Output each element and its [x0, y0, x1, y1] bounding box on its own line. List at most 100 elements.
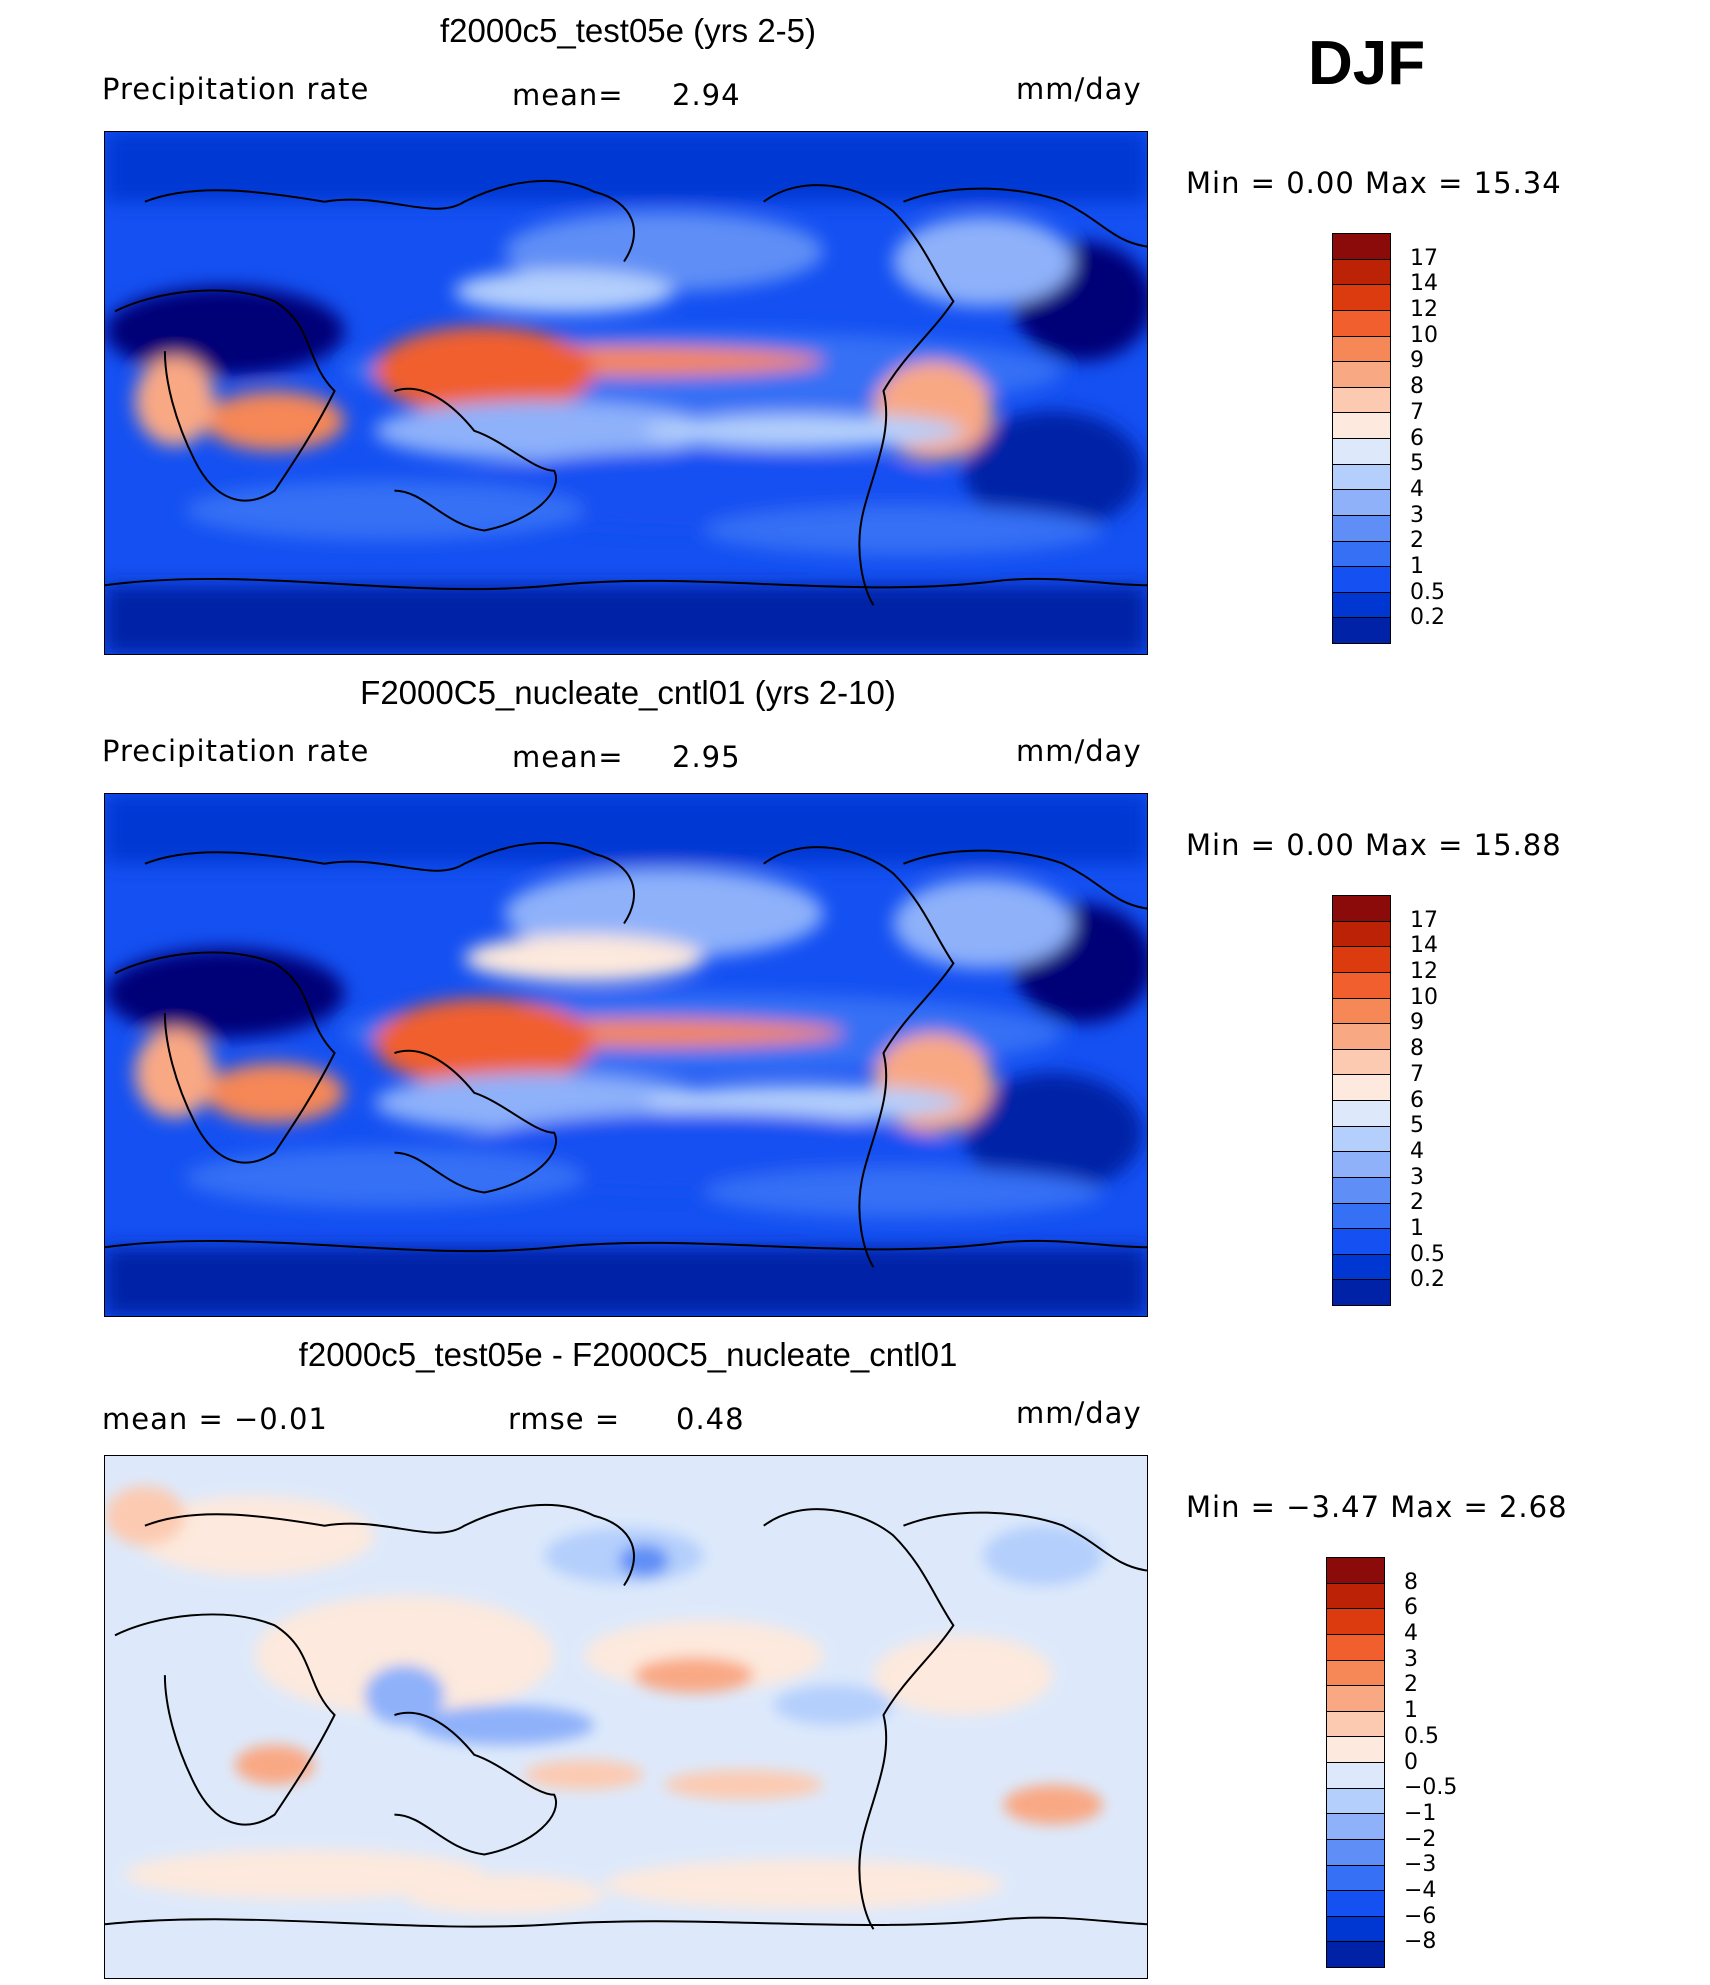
- panel3-units: mm/day: [1016, 1396, 1142, 1430]
- colorbar-box: [1333, 1254, 1390, 1281]
- colorbar-box: [1333, 1177, 1390, 1204]
- panel1-colorbar: [1332, 233, 1391, 644]
- panel2-variable-label: Precipitation rate: [102, 734, 370, 768]
- panel3-rmse-label: rmse =: [508, 1402, 621, 1436]
- colorbar-tick-label: 7: [1410, 1061, 1424, 1087]
- colorbar-box: [1333, 947, 1390, 973]
- colorbar-box: [1327, 1686, 1384, 1712]
- colorbar-tick-label: 14: [1410, 933, 1438, 959]
- colorbar-tick-label: 6: [1410, 1087, 1424, 1113]
- panel3-map: [104, 1455, 1148, 1979]
- colorbar-box: [1333, 1101, 1390, 1127]
- colorbar-tick-label: 9: [1410, 1010, 1424, 1036]
- colorbar-tick-label: 14: [1410, 271, 1438, 297]
- panel1-title: f2000c5_test05e (yrs 2-5): [439, 12, 817, 49]
- colorbar-box: [1327, 1660, 1384, 1687]
- panel1-minmax: Min = 0.00 Max = 15.34: [1186, 166, 1562, 200]
- colorbar-tick-label: 0.5: [1404, 1723, 1439, 1749]
- colorbar-tick-label: 6: [1404, 1595, 1418, 1621]
- panel1-variable-label: Precipitation rate: [102, 72, 370, 106]
- colorbar-box: [1333, 234, 1390, 260]
- colorbar-box: [1333, 336, 1390, 363]
- colorbar-tick-label: −1: [1404, 1800, 1437, 1826]
- colorbar-box: [1333, 921, 1390, 948]
- colorbar-box: [1333, 541, 1390, 568]
- panel2-mean-label: mean=: [512, 740, 624, 774]
- colorbar-box: [1327, 1788, 1384, 1815]
- colorbar-tick-label: 3: [1404, 1646, 1418, 1672]
- panel3-minmax: Min = −3.47 Max = 2.68: [1186, 1490, 1568, 1524]
- colorbar-tick-label: 12: [1410, 297, 1438, 323]
- colorbar-box: [1333, 567, 1390, 593]
- colorbar-box: [1327, 1942, 1384, 1967]
- colorbar-tick-label: 1: [1410, 1215, 1424, 1241]
- panel1-mean-label: mean=: [512, 78, 624, 112]
- panel3-mean-label: mean = −0.01: [102, 1402, 328, 1436]
- colorbar-tick-label: 3: [1410, 502, 1424, 528]
- panel2-mean-value: 2.95: [672, 740, 741, 774]
- colorbar-box: [1333, 515, 1390, 542]
- colorbar-tick-label: 0.5: [1410, 1241, 1445, 1267]
- colorbar-box: [1327, 1763, 1384, 1789]
- colorbar-tick-label: −3: [1404, 1852, 1437, 1878]
- colorbar-box: [1327, 1916, 1384, 1943]
- panel3-title: f2000c5_test05e - F2000C5_nucleate_cntl0…: [298, 1336, 958, 1373]
- colorbar-tick-label: 2: [1410, 1190, 1424, 1216]
- colorbar-box: [1327, 1737, 1384, 1763]
- colorbar-box: [1333, 490, 1390, 516]
- colorbar-box: [1333, 310, 1390, 337]
- colorbar-tick-label: 0.2: [1410, 1267, 1445, 1293]
- colorbar-tick-label: −0.5: [1404, 1775, 1458, 1801]
- colorbar-tick-label: 9: [1410, 348, 1424, 374]
- colorbar-box: [1333, 998, 1390, 1025]
- panel2-colorbar: [1332, 895, 1391, 1306]
- season-label: DJF: [1308, 29, 1426, 98]
- colorbar-box: [1327, 1711, 1384, 1738]
- colorbar-tick-label: 2: [1410, 528, 1424, 554]
- colorbar-box: [1333, 439, 1390, 465]
- colorbar-tick-label: 2: [1404, 1672, 1418, 1698]
- colorbar-box: [1333, 259, 1390, 286]
- panel2-title: F2000C5_nucleate_cntl01 (yrs 2-10): [360, 674, 896, 711]
- panel1-map: [104, 131, 1148, 655]
- colorbar-box: [1333, 592, 1390, 619]
- colorbar-box: [1333, 1229, 1390, 1255]
- colorbar-tick-label: 8: [1410, 1036, 1424, 1062]
- colorbar-tick-label: 1: [1404, 1698, 1418, 1724]
- panel2-minmax: Min = 0.00 Max = 15.88: [1186, 828, 1562, 862]
- colorbar-box: [1327, 1865, 1384, 1892]
- colorbar-box: [1327, 1891, 1384, 1917]
- colorbar-box: [1333, 1203, 1390, 1230]
- colorbar-box: [1333, 1152, 1390, 1178]
- colorbar-tick-label: −8: [1404, 1929, 1437, 1955]
- colorbar-box: [1333, 1024, 1390, 1050]
- colorbar-tick-label: −6: [1404, 1903, 1437, 1929]
- colorbar-box: [1333, 896, 1390, 922]
- colorbar-box: [1333, 464, 1390, 491]
- colorbar-tick-label: 8: [1410, 374, 1424, 400]
- colorbar-tick-label: 1: [1410, 553, 1424, 579]
- colorbar-tick-label: 5: [1410, 1113, 1424, 1139]
- colorbar-tick-label: 17: [1410, 907, 1438, 933]
- colorbar-box: [1327, 1609, 1384, 1635]
- colorbar-box: [1327, 1814, 1384, 1840]
- colorbar-box: [1333, 1280, 1390, 1305]
- colorbar-tick-label: 6: [1410, 425, 1424, 451]
- colorbar-tick-label: 10: [1410, 984, 1438, 1010]
- colorbar-tick-label: 0.5: [1410, 579, 1445, 605]
- colorbar-box: [1333, 618, 1390, 643]
- colorbar-tick-label: 10: [1410, 322, 1438, 348]
- colorbar-box: [1333, 1075, 1390, 1101]
- colorbar-tick-label: 12: [1410, 959, 1438, 985]
- panel1-units: mm/day: [1016, 72, 1142, 106]
- colorbar-box: [1327, 1839, 1384, 1866]
- colorbar-box: [1333, 1126, 1390, 1153]
- colorbar-tick-label: 0: [1404, 1749, 1418, 1775]
- colorbar-tick-label: 8: [1404, 1569, 1418, 1595]
- colorbar-box: [1327, 1583, 1384, 1610]
- colorbar-tick-label: 0.2: [1410, 605, 1445, 631]
- colorbar-tick-label: 3: [1410, 1164, 1424, 1190]
- colorbar-box: [1333, 413, 1390, 439]
- colorbar-box: [1333, 972, 1390, 999]
- colorbar-tick-label: −4: [1404, 1877, 1437, 1903]
